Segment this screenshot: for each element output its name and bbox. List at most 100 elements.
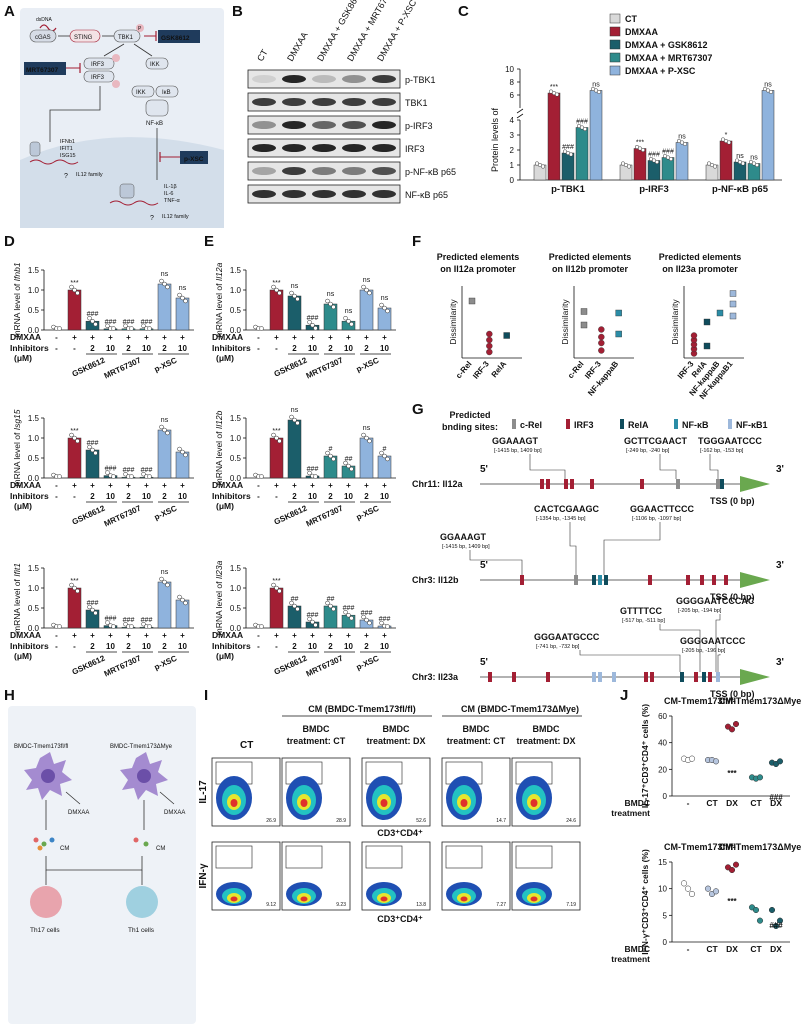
dmxaa-label-2: DMXAA (164, 810, 185, 816)
qpcr-ytick-label: 1.5 (28, 414, 40, 423)
j-point (712, 758, 720, 765)
g-tss-arrow (740, 572, 770, 588)
g-legend-label: RelA (628, 420, 649, 430)
qpcr-inhib-sign: 10 (344, 344, 353, 353)
j-cm2-label: CM-Tmem173ΔMye (719, 696, 802, 706)
c-bar (661, 157, 675, 181)
qpcr-inhib-sign: - (55, 344, 58, 353)
g-seq-label: GGAACTTCCC (630, 504, 694, 514)
qpcr-point (105, 620, 110, 625)
qpcr-ytick-label: 0.5 (28, 454, 40, 463)
blot-strip (247, 69, 401, 89)
qpcr-group-label: p-XSC (153, 504, 179, 522)
qpcr-point (361, 614, 366, 620)
i-flow-gate (215, 845, 253, 869)
i-density-core (380, 896, 388, 902)
g-site (702, 672, 706, 682)
f-title-line1: Predicted elements (437, 252, 520, 262)
qpcr-inhib-sign: 10 (380, 344, 389, 353)
qpcr-bar (269, 587, 284, 629)
c-point (754, 162, 760, 168)
qpcr-point (292, 603, 297, 609)
blot-row-label: p-IRF3 (405, 121, 433, 131)
j-annot-1: *** (727, 769, 737, 778)
qpcr-point (277, 290, 282, 296)
c-point (582, 126, 588, 132)
c-bar (589, 90, 603, 181)
qpcr-annotation: ns (161, 569, 169, 576)
i-flow-gate (365, 845, 403, 869)
qpcr-dmxaa-sign: + (292, 631, 297, 640)
qpcr-point (105, 470, 110, 475)
qpcr-dmxaa-sign: + (346, 631, 351, 640)
qpcr-point (307, 319, 312, 325)
j-point (752, 906, 760, 914)
qpcr-ytick-label: 1.0 (230, 584, 242, 593)
qpcr-bar (359, 289, 374, 331)
qpcr-group-label: GSK8612 (71, 355, 107, 378)
qpcr-dmxaa-sign: + (328, 631, 333, 640)
qpcr-point (123, 621, 128, 627)
qpcr-dmxaa-sign: + (144, 333, 149, 342)
qpcr-inhib-sign: 2 (90, 492, 95, 501)
qpcr-point (141, 471, 146, 477)
qpcr-point (159, 576, 164, 582)
c-point (626, 164, 632, 169)
qpcr-inhib-sign: 2 (364, 344, 369, 353)
c-legend-swatch (609, 13, 621, 24)
g-site (720, 479, 724, 489)
c-annotation: ns (736, 153, 744, 160)
g-seq-pos: [-1415 bp, 1409 bp] (442, 544, 490, 550)
qpcr-ytick-label: 0.0 (28, 474, 40, 483)
j-point (732, 861, 740, 868)
qpcr-point (162, 579, 167, 585)
f-point (486, 348, 493, 356)
qpcr-dmxaa-sign: + (328, 481, 333, 490)
c-legend-label: DMXAA (625, 27, 658, 37)
qpcr-point (165, 430, 170, 436)
g-site (598, 575, 602, 585)
qpcr-annotation: ### (307, 466, 319, 473)
f-title-line1: Predicted elements (549, 252, 632, 262)
qpcr-point (69, 432, 74, 438)
qpcr-point (313, 474, 318, 479)
il12-family-label-1: IL12 family (76, 172, 103, 178)
i-cm1-label: CM (BMDC-Tmem173fl/fl) (308, 704, 416, 714)
qpcr-um-label: (μM) (14, 651, 32, 661)
gene-tnfa: TNF-α (164, 198, 181, 204)
g-site (512, 672, 516, 682)
qpcr-dmxaa-label: DMXAA (10, 630, 41, 640)
blot-band (312, 98, 336, 106)
qpcr-point (165, 284, 170, 290)
f-category-label: RelA (490, 359, 509, 379)
panel-i-flow: CT CM (BMDC-Tmem173fl/fl) CM (BMDC-Tmem173… (198, 704, 582, 924)
qpcr-inhib-sign: 2 (126, 642, 131, 651)
phospho-p: P (138, 26, 142, 32)
qpcr-point (183, 600, 188, 606)
qpcr-point (271, 582, 276, 588)
g-seq-connector (529, 454, 566, 479)
qpcr-point (177, 446, 182, 452)
blot-band (312, 144, 336, 152)
qpcr-point (93, 610, 98, 616)
th1-label: Th1 cells (128, 927, 155, 934)
g-seq-pos: [-205 bp, -196 bp] (682, 648, 726, 654)
th1-cell (126, 886, 158, 918)
qpcr-point (379, 302, 384, 308)
i-density-core (530, 896, 538, 902)
qpcr-annotation: ns (363, 425, 371, 432)
c-category-label: p-NF-κB p65 (712, 184, 769, 195)
j-ytick-label: 20 (658, 765, 667, 774)
qpcr-inhib-sign: 2 (292, 344, 297, 353)
blot-band (372, 75, 396, 83)
blot-band (282, 144, 306, 152)
f-point (703, 342, 711, 350)
qpcr-dmxaa-sign: + (328, 333, 333, 342)
qpcr-point (162, 427, 167, 433)
g-seq-label: GGGGAATCCCAC (676, 596, 755, 606)
qpcr-point (147, 624, 152, 629)
qpcr-point (343, 609, 348, 615)
i-density-core (460, 799, 468, 807)
panel-label-i: I (204, 687, 208, 704)
c-ytick-label: 8 (510, 78, 515, 87)
